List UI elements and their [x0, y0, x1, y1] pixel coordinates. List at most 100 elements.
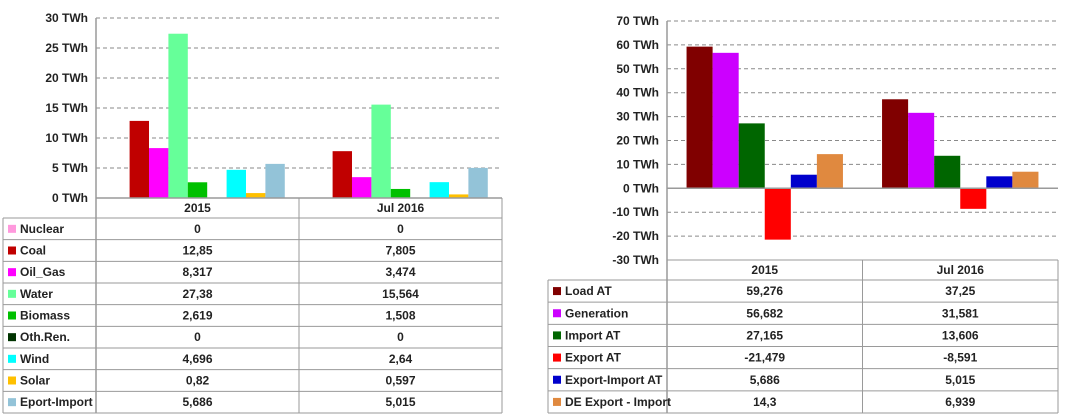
right-legend-key: [553, 375, 561, 384]
left-table-cell: 0,597: [385, 374, 415, 388]
right-table-cell: 14,3: [753, 395, 777, 409]
right-bar-de-export-import-2015: [816, 154, 843, 189]
left-legend-label: Eport-Import: [20, 395, 93, 409]
right-bar-generation-2015: [712, 52, 739, 189]
left-table-cell: 0: [397, 330, 404, 344]
right-y-tick-label: 50 TWh: [616, 62, 659, 76]
left-legend-key: [8, 376, 16, 385]
right-legend-key: [553, 287, 561, 296]
left-category-label: Jul 2016: [377, 201, 425, 215]
left-bar-solar-jul-2016: [448, 194, 469, 198]
left-table-cell: 7,805: [385, 244, 415, 258]
right-bar-load-at-jul-2016: [882, 99, 909, 189]
right-y-tick-label: 10 TWh: [616, 157, 659, 171]
left-bar-biomass-2015: [187, 182, 208, 198]
right-bar-export-at-2015: [764, 188, 791, 240]
left-legend-label: Coal: [20, 244, 46, 258]
right-bar-export-import-at-jul-2016: [986, 176, 1013, 189]
left-y-tick-label: 10 TWh: [45, 131, 88, 145]
right-bar-generation-jul-2016: [908, 112, 935, 189]
left-category-label: 2015: [184, 201, 211, 215]
right-bar-import-at-jul-2016: [934, 155, 961, 189]
right-category-label: Jul 2016: [937, 263, 985, 277]
left-y-tick-label: 15 TWh: [45, 101, 88, 115]
left-table-cell: 5,686: [182, 395, 212, 409]
left-table-cell: 2,64: [389, 352, 413, 366]
left-bar-solar-2015: [245, 193, 266, 198]
left-table-cell: 1,508: [385, 309, 415, 323]
left-legend-key: [8, 224, 16, 233]
left-table-cell: 27,38: [182, 287, 212, 301]
left-table-cell: 2,619: [182, 309, 212, 323]
left-bar-oil-gas-2015: [149, 148, 169, 198]
right-legend-label: Generation: [565, 306, 628, 320]
left-table-cell: 3,474: [385, 265, 415, 279]
right-y-tick-label: 60 TWh: [616, 38, 659, 52]
right-y-tick-label: 30 TWh: [616, 110, 659, 124]
right-table-cell: 13,606: [942, 328, 979, 342]
right-table-cell: 56,682: [746, 306, 783, 320]
left-legend-label: Biomass: [20, 309, 70, 323]
left-bar-biomass-jul-2016: [390, 188, 411, 198]
left-bar-wind-jul-2016: [429, 182, 449, 198]
left-legend-key: [8, 333, 16, 342]
left-legend-key: [8, 268, 16, 277]
left-y-tick-label: 0 TWh: [52, 191, 88, 205]
left-bar-eport-import-jul-2016: [468, 167, 488, 198]
left-legend-label: Oth.Ren.: [20, 330, 70, 344]
right-legend-label: DE Export - Import: [565, 395, 671, 409]
left-legend-label: Water: [20, 287, 53, 301]
right-legend-key: [553, 397, 561, 406]
right-y-tick-label: -10 TWh: [612, 205, 659, 219]
left-y-tick-label: 5 TWh: [52, 161, 88, 175]
left-legend-label: Solar: [20, 374, 50, 388]
right-table-cell: 5,015: [945, 373, 975, 387]
left-y-tick-label: 30 TWh: [45, 11, 88, 25]
left-legend-key: [8, 246, 16, 255]
left-bar-coal-jul-2016: [332, 151, 353, 198]
right-y-tick-label: 20 TWh: [616, 134, 659, 148]
right-legend-label: Load AT: [565, 284, 612, 298]
right-y-tick-label: 40 TWh: [616, 86, 659, 100]
left-table-cell: 12,85: [182, 244, 212, 258]
right-table-cell: 59,276: [746, 284, 783, 298]
left-y-tick-label: 20 TWh: [45, 71, 88, 85]
right-table-cell: 37,25: [945, 284, 975, 298]
right-legend-label: Import AT: [565, 328, 621, 342]
left-table-cell: 0: [194, 330, 201, 344]
right-y-tick-label: -30 TWh: [612, 253, 659, 267]
left-table-cell: 4,696: [182, 352, 212, 366]
left-legend-key: [8, 398, 16, 407]
left-legend-label: Wind: [20, 352, 49, 366]
left-table-cell: 0,82: [186, 374, 210, 388]
left-bar-coal-2015: [129, 120, 150, 198]
right-table-cell: 6,939: [945, 395, 975, 409]
right-y-tick-label: -20 TWh: [612, 229, 659, 243]
right-legend-key: [553, 331, 561, 340]
left-legend-key: [8, 289, 16, 298]
left-legend-label: Oil_Gas: [20, 265, 66, 279]
left-bar-water-2015: [168, 33, 188, 198]
right-bar-load-at-2015: [686, 46, 713, 189]
left-bar-wind-2015: [226, 169, 246, 198]
right-legend-key: [553, 309, 561, 318]
right-table-cell: -8,591: [943, 351, 977, 365]
left-legend-label: Nuclear: [20, 222, 64, 236]
right-bar-export-at-jul-2016: [960, 188, 987, 209]
right-table-cell: 27,165: [746, 328, 783, 342]
right-legend-label: Export AT: [565, 351, 622, 365]
left-y-tick-label: 25 TWh: [45, 41, 88, 55]
left-legend-key: [8, 354, 16, 363]
right-table-cell: 31,581: [942, 306, 979, 320]
right-table-cell: -21,479: [744, 351, 785, 365]
right-bar-export-import-at-2015: [790, 174, 817, 189]
right-bar-import-at-2015: [738, 123, 765, 189]
left-table-cell: 0: [194, 222, 201, 236]
left-bar-oil-gas-jul-2016: [352, 177, 372, 198]
right-table-cell: 5,686: [750, 373, 780, 387]
right-legend-key: [553, 353, 561, 362]
right-bar-de-export-import-jul-2016: [1012, 171, 1039, 189]
left-bar-eport-import-2015: [265, 163, 285, 198]
left-table-cell: 15,564: [382, 287, 419, 301]
